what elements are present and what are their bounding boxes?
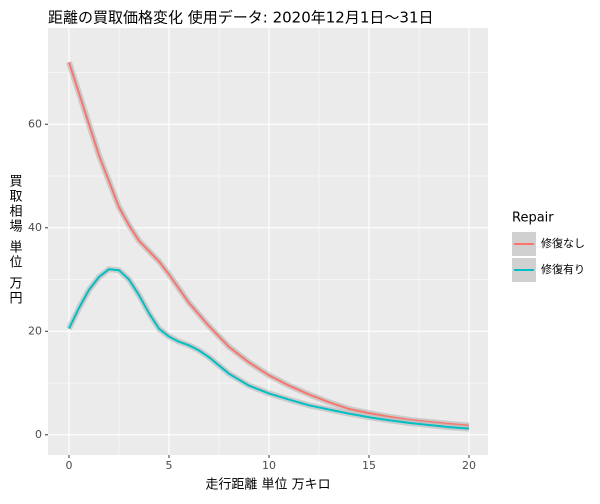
x-axis-label: 走行距離 単位 万キロ — [205, 477, 330, 493]
x-tick-label: 10 — [262, 459, 276, 472]
y-axis-label: 買取相場 単位 万円 — [7, 174, 23, 306]
legend-label: 修復有り — [541, 262, 585, 276]
chart-title: 距離の買取価格変化 使用データ: 2020年12月1日～31日 — [48, 9, 433, 27]
legend-label: 修復なし — [541, 236, 585, 250]
y-tick-label: 60 — [28, 117, 42, 130]
x-tick-label: 0 — [66, 459, 73, 472]
line — [68, 268, 470, 430]
line — [68, 61, 470, 427]
y-tick-label: 0 — [35, 428, 42, 441]
x-tick-label: 5 — [166, 459, 173, 472]
y-tick-label: 20 — [28, 324, 42, 337]
x-tick-label: 20 — [462, 459, 476, 472]
legend-title: Repair — [512, 211, 554, 226]
plot-panel — [48, 28, 488, 455]
x-tick-label: 15 — [362, 459, 376, 472]
y-tick-label: 40 — [28, 221, 42, 234]
